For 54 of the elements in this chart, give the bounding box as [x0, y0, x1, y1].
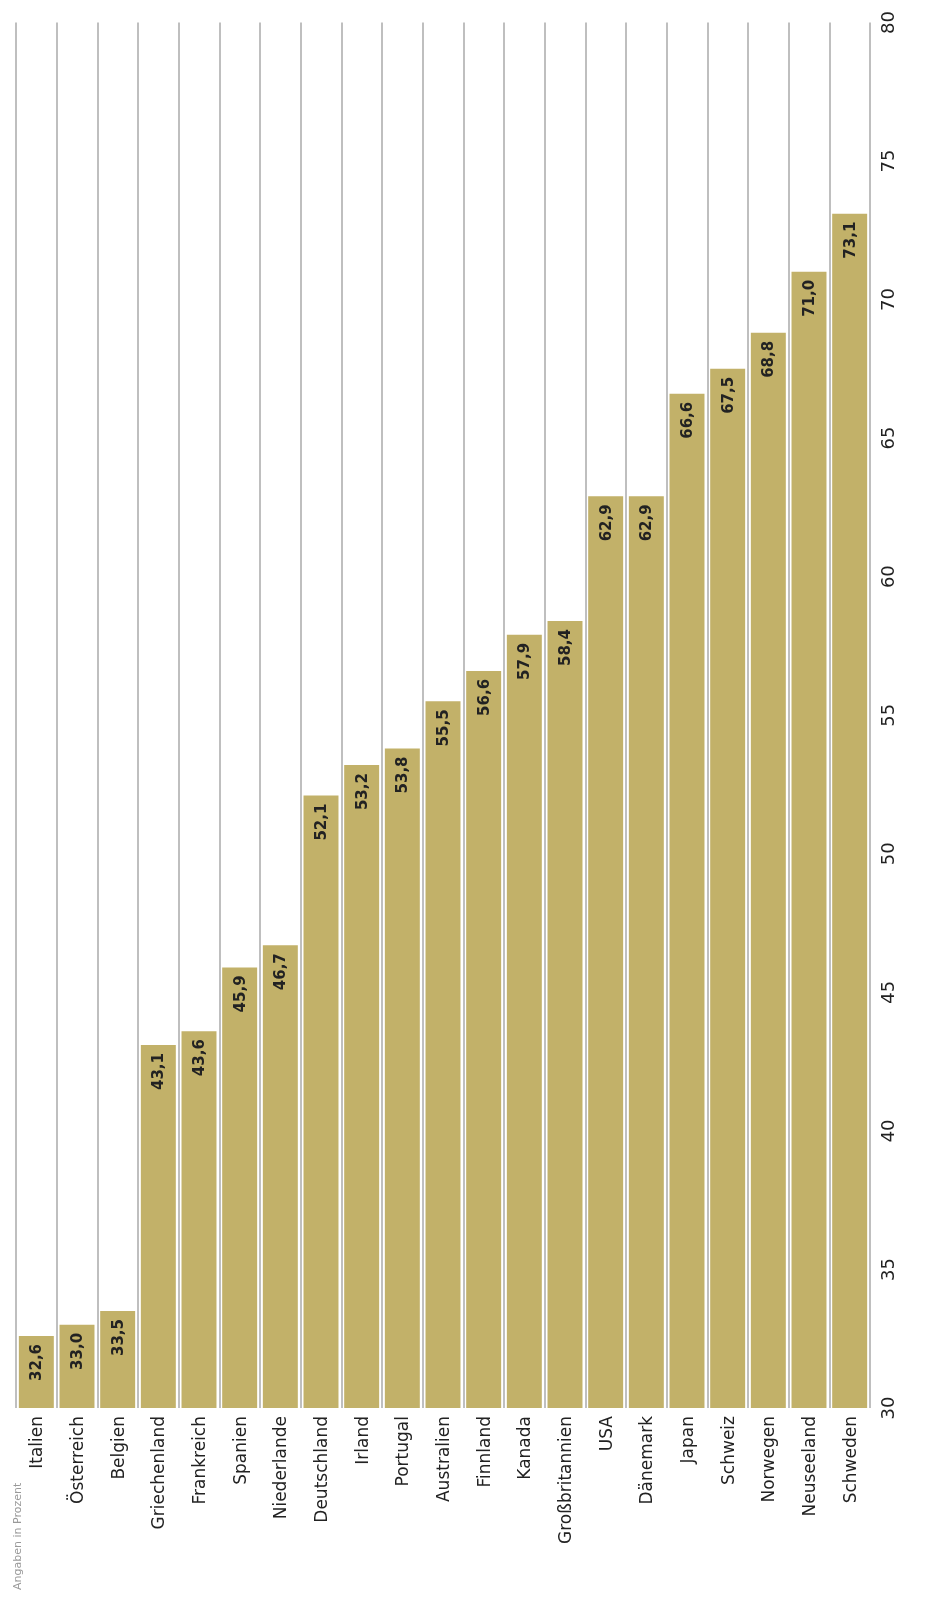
data-label: 56,6 [474, 678, 493, 716]
data-label: 73,1 [840, 221, 859, 259]
x-tick-label: Schweiz [717, 1415, 738, 1485]
y-tick-label: 30 [876, 1396, 898, 1420]
x-tick-label: Spanien [229, 1416, 250, 1485]
y-tick-label: 65 [876, 426, 898, 450]
data-label: 67,5 [718, 376, 737, 414]
x-tick-label: Italien [26, 1416, 47, 1469]
text: Angaben in Prozent [11, 1482, 24, 1590]
x-tick-label: Japan [677, 1416, 697, 1465]
x-tick-label: Portugal [392, 1416, 413, 1487]
x-tick-label: Australien [433, 1416, 453, 1503]
data-label: 57,9 [515, 642, 534, 680]
y-tick-label: 40 [876, 1119, 898, 1143]
data-label: 62,9 [637, 504, 656, 542]
x-tick-label: Deutschland [311, 1416, 331, 1523]
data-label: 46,7 [271, 953, 290, 991]
data-label: 62,9 [596, 504, 615, 542]
data-label: 43,1 [149, 1052, 168, 1090]
data-label: 33,5 [108, 1319, 127, 1357]
x-tick-label: USA [595, 1415, 616, 1452]
x-tick-label: Großbritannien [555, 1416, 575, 1544]
y-tick-label: 55 [876, 703, 898, 727]
x-tick-label: Frankreich [189, 1416, 209, 1505]
x-tick-label: Griechenland [148, 1416, 169, 1530]
y-tick-label: 80 [876, 11, 898, 34]
data-label: 45,9 [230, 975, 249, 1013]
data-label: 53,2 [352, 773, 371, 811]
data-label: 32,6 [27, 1343, 46, 1381]
x-tick-label: Niederlande [270, 1416, 291, 1520]
y-tick-label: 50 [876, 842, 898, 866]
x-tick-label: Schweden [839, 1416, 860, 1504]
x-tick-label: Neuseeland [799, 1416, 819, 1517]
y-tick-label: 45 [876, 980, 898, 1004]
x-tick-label: Belgien [107, 1416, 128, 1480]
data-label: 52,1 [312, 803, 330, 841]
y-tick-label: 35 [876, 1257, 898, 1281]
y-tick-label: 60 [876, 565, 898, 589]
y-tick-label: 70 [876, 288, 898, 312]
x-tick-label: Österreich [66, 1416, 87, 1504]
data-label: 33,0 [68, 1332, 86, 1370]
y-tick-label: 75 [876, 149, 898, 173]
x-tick-label: Kanada [514, 1416, 535, 1480]
x-tick-label: Dänemark [636, 1415, 657, 1505]
x-tick-label: Norwegen [758, 1416, 779, 1503]
data-label: 66,6 [678, 401, 696, 439]
data-label: 55,5 [434, 709, 452, 747]
data-label: 53,8 [393, 756, 412, 794]
x-tick-label: Finnland [473, 1416, 494, 1488]
data-label: 43,6 [190, 1039, 208, 1077]
x-tick-label: Irland [351, 1416, 372, 1465]
data-label: 58,4 [556, 629, 574, 667]
data-label: 68,8 [759, 340, 778, 378]
data-label: 71,0 [800, 279, 818, 317]
